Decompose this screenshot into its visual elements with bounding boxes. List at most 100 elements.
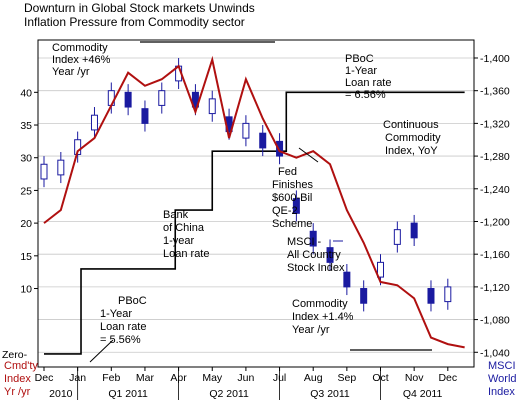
right-tick-label: -1,240 bbox=[480, 184, 510, 196]
x-month-label: May bbox=[202, 372, 223, 384]
annotation-commodity-46-line-3: Year /yr bbox=[52, 66, 90, 78]
annotation-pboc-556: PBoC 1-Year Loan rate = 5.56% bbox=[89, 295, 147, 363]
chart-title-line-1: Downturn in Global Stock markets Unwinds bbox=[24, 1, 255, 15]
annotation-commodity-14-line-2: Index +1.4% bbox=[292, 311, 354, 323]
left-axis-title-line-1: Cmd'ty bbox=[4, 360, 38, 372]
annotation-msci-line-3: Stock Index bbox=[287, 262, 345, 274]
annotation-pboc-556-line-1: PBoC bbox=[118, 295, 147, 307]
annotation-commodity-14-line-1: Commodity bbox=[292, 298, 348, 310]
left-tick-label: 15 bbox=[20, 251, 32, 263]
annotation-pboc-556-line-3: Loan rate bbox=[100, 321, 146, 333]
msci-candle-body bbox=[242, 122, 250, 139]
x-month-label: Jan bbox=[69, 372, 86, 384]
x-month-label: Aug bbox=[304, 372, 323, 384]
annotation-commodity-14-line-3: Year /yr bbox=[292, 324, 330, 336]
left-axis-title: Cmd'ty Index Yr /yr bbox=[4, 360, 38, 398]
annotation-commodity-46-line-1: Commodity bbox=[52, 42, 108, 54]
msci-candle-body bbox=[208, 98, 216, 115]
left-tick-label: 20 bbox=[20, 218, 32, 230]
annotation-continuous-commodity-line-2: Commodity bbox=[385, 132, 441, 144]
annotation-continuous-commodity-line-3: Index, YoY bbox=[385, 145, 438, 157]
x-month-label: Dec bbox=[438, 372, 457, 384]
x-month-label: Jul bbox=[273, 372, 286, 384]
right-tick-label: -1,120 bbox=[480, 282, 510, 294]
annotation-continuous-commodity-line-1: Continuous bbox=[383, 119, 439, 131]
msci-candle-body bbox=[410, 222, 418, 239]
annotation-continuous-commodity: Continuous Commodity Index, YoY bbox=[383, 119, 441, 157]
annotation-pboc-556-line-2: 1-Year bbox=[100, 308, 132, 320]
plot-frame bbox=[37, 39, 475, 368]
left-tick-label: 35 bbox=[20, 120, 32, 132]
msci-candle-body bbox=[57, 159, 65, 176]
annotation-pboc-656: PBoC 1-Year Loan rate = 6.56% bbox=[345, 53, 391, 101]
right-axis-title: MSCI World Index bbox=[488, 360, 517, 398]
annotation-msci-line-2: All Country bbox=[287, 249, 341, 261]
right-tick-label: -1,400 bbox=[480, 53, 510, 65]
left-axis-ticks: 10 15 20 25 30 35 40 Zero- bbox=[2, 87, 38, 361]
x-period-label: Q1 2011 bbox=[108, 388, 148, 400]
left-axis-title-line-2: Index bbox=[4, 373, 31, 385]
x-month-label: Jun bbox=[237, 372, 254, 384]
annotation-pboc-556-leader bbox=[89, 339, 114, 363]
x-month-label: Dec bbox=[35, 372, 54, 384]
annotation-bank-of-china-line-4: Loan rate bbox=[163, 248, 209, 260]
right-axis-ticks: -1,040 -1,080 -1,120 -1,160 -1,200 -1,240 -1,2… bbox=[474, 53, 510, 359]
msci-candle-body bbox=[393, 229, 401, 245]
plot-area-frame bbox=[37, 39, 475, 368]
annotation-fed-qe2-leader bbox=[298, 147, 319, 163]
annotation-fed-qe2-line-1: Fed bbox=[278, 166, 297, 178]
right-axis-title-line-2: World bbox=[488, 373, 517, 385]
msci-candle-body bbox=[158, 90, 166, 106]
annotation-bank-of-china-line-1: Bank bbox=[163, 209, 189, 221]
msci-candle-body bbox=[427, 288, 435, 304]
msci-candle-body bbox=[377, 261, 385, 278]
right-tick-label: -1,320 bbox=[480, 118, 510, 130]
right-axis-title-line-1: MSCI bbox=[488, 360, 516, 372]
x-month-label: Oct bbox=[372, 372, 388, 384]
msci-candle-body bbox=[259, 132, 267, 149]
msci-candle-body bbox=[276, 140, 284, 157]
msci-candle-body bbox=[444, 286, 452, 303]
x-month-label: Sep bbox=[338, 372, 357, 384]
commodity-yoy-line bbox=[43, 55, 465, 349]
step-series bbox=[44, 91, 465, 355]
right-tick-label: -1,160 bbox=[480, 249, 510, 261]
annotation-msci-line-1: MSCI - bbox=[287, 236, 322, 248]
msci-candle-body bbox=[124, 91, 132, 108]
annotation-commodity-46: Commodity Index +46% Year /yr bbox=[52, 41, 275, 78]
annotation-commodity-46-line-2: Index +46% bbox=[52, 54, 111, 66]
left-axis-title-line-3: Yr /yr bbox=[4, 386, 31, 398]
annotation-msci: MSCI - All Country Stock Index bbox=[287, 236, 345, 274]
right-axis-title-line-3: Index bbox=[488, 386, 515, 398]
x-axis-ticks: Dec Jan Feb Mar Apr May Jun Jul Aug Sep Oct Nov Dec 2… bbox=[35, 367, 457, 400]
x-period-label: 2010 bbox=[49, 388, 73, 400]
right-tick-label: -1,080 bbox=[480, 315, 510, 327]
right-tick-label: -1,040 bbox=[480, 347, 510, 359]
msci-candle-body bbox=[90, 114, 98, 131]
pboc-rate-step-line bbox=[44, 91, 465, 355]
x-month-label: Nov bbox=[405, 372, 424, 384]
annotation-pboc-656-line-3: Loan rate bbox=[345, 77, 391, 89]
x-period-label: Q2 2011 bbox=[209, 388, 249, 400]
annotation-pboc-556-line-4: = 5.56% bbox=[100, 334, 141, 346]
left-tick-label: 30 bbox=[20, 153, 32, 165]
right-tick-label: -1,200 bbox=[480, 216, 510, 228]
left-zero-label: Zero- bbox=[2, 349, 28, 361]
annotation-bank-of-china: Bank of China 1-year Loan rate bbox=[163, 209, 209, 260]
msci-candle-body bbox=[309, 230, 317, 247]
x-month-label: Apr bbox=[170, 372, 187, 384]
msci-candle-body bbox=[360, 288, 368, 304]
right-tick-label: -1,280 bbox=[480, 151, 510, 163]
annotation-commodity-14: Commodity Index +1.4% Year /yr bbox=[292, 298, 432, 351]
right-tick-label: -1,360 bbox=[480, 86, 510, 98]
msci-candle-body bbox=[343, 271, 351, 288]
commodity-series bbox=[43, 55, 465, 349]
left-tick-label: 25 bbox=[20, 185, 32, 197]
x-month-label: Feb bbox=[102, 372, 120, 384]
annotation-bank-of-china-line-3: 1-year bbox=[163, 235, 195, 247]
annotation-pboc-656-line-2: 1-Year bbox=[345, 65, 377, 77]
chart-title-line-2: Inflation Pressure from Commodity sector bbox=[24, 15, 245, 29]
left-tick-label: 40 bbox=[20, 87, 32, 99]
